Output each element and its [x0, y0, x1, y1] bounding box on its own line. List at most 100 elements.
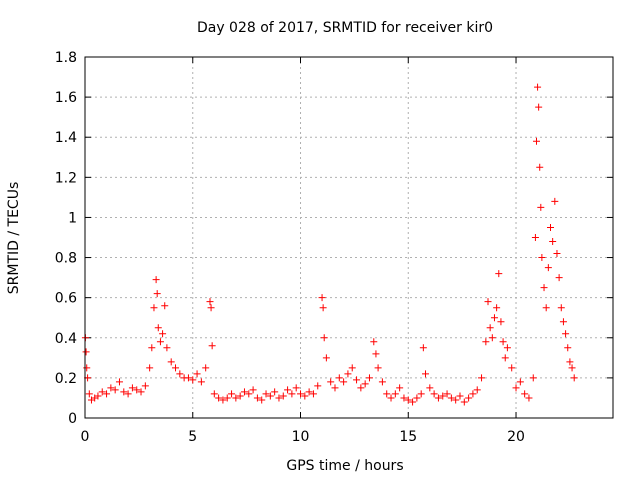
data-point [562, 330, 570, 338]
data-point [378, 378, 386, 386]
data-point [154, 324, 162, 332]
data-point [501, 354, 509, 362]
data-point [141, 382, 149, 390]
data-point [340, 378, 348, 386]
data-point [547, 223, 555, 231]
data-point [94, 392, 102, 400]
data-point [439, 392, 447, 400]
data-point [98, 388, 106, 396]
data-point [557, 304, 565, 312]
data-point [537, 203, 545, 211]
data-point [215, 394, 223, 402]
data-point [417, 390, 425, 398]
data-point [159, 330, 167, 338]
data-point [542, 304, 550, 312]
data-point [544, 264, 552, 272]
y-tick-label: 1.2 [55, 170, 77, 186]
data-point [318, 294, 326, 302]
y-tick-label: 1.6 [55, 90, 77, 106]
y-tick-label: 1.4 [55, 130, 77, 146]
y-tick-label: 1.8 [55, 50, 77, 66]
data-point [148, 344, 156, 352]
data-point [208, 342, 216, 350]
data-point [207, 304, 215, 312]
data-point [206, 298, 214, 306]
data-point [262, 390, 270, 398]
data-point [103, 390, 111, 398]
y-tick-label: 0 [68, 411, 77, 427]
data-point [344, 370, 352, 378]
plot-frame [84, 56, 614, 419]
data-point [391, 390, 399, 398]
x-tick-label: 20 [507, 429, 525, 445]
data-point [111, 386, 119, 394]
data-point [473, 386, 481, 394]
data-point [516, 378, 524, 386]
data-point [365, 374, 373, 382]
data-point [551, 197, 559, 205]
data-point [497, 318, 505, 326]
grid-lines [85, 57, 613, 418]
data-point [460, 398, 468, 406]
data-point [348, 364, 356, 372]
data-point [153, 290, 161, 298]
data-point [531, 234, 539, 241]
data-point [413, 394, 421, 402]
data-point [85, 390, 93, 398]
data-point [566, 358, 574, 366]
data-point [422, 370, 430, 378]
data-point [404, 396, 412, 404]
y-tick-label: 0.8 [55, 251, 77, 267]
data-point [133, 386, 141, 394]
data-point [493, 304, 501, 312]
y-tick-label: 1 [68, 210, 77, 226]
data-point [555, 274, 563, 282]
data-point [266, 392, 274, 400]
data-point [193, 370, 201, 378]
data-point [372, 350, 380, 358]
data-point [314, 382, 322, 390]
data-point [570, 374, 578, 382]
data-point [370, 338, 378, 346]
data-point [236, 392, 244, 400]
data-point [490, 314, 498, 322]
data-point [319, 304, 327, 312]
x-tick-label: 0 [81, 429, 90, 445]
data-point [331, 384, 339, 392]
data-point [137, 388, 145, 396]
data-point [488, 334, 496, 342]
data-point [400, 394, 408, 402]
data-point [107, 384, 115, 392]
data-point [219, 396, 227, 404]
y-axis-label: SRMTID / TECUs [6, 182, 22, 295]
axis-ticks: 0 0.2 0.4 0.6 0.8 1 1.2 1.4 1.6 1.8 0 5 10 15 20 [55, 50, 613, 445]
data-point [482, 338, 490, 346]
data-point [320, 334, 328, 342]
data-point [396, 384, 404, 392]
data-point [253, 394, 261, 402]
y-tick-label: 0.2 [55, 371, 77, 387]
data-point [525, 394, 533, 402]
x-tick-label: 5 [188, 429, 197, 445]
data-point [167, 358, 175, 366]
data-point [559, 318, 567, 326]
data-point [128, 384, 136, 392]
data-point [383, 390, 391, 398]
data-point [150, 304, 158, 312]
data-point [223, 394, 231, 402]
data-point [301, 392, 309, 400]
data-point [456, 392, 464, 400]
data-point [499, 338, 507, 346]
data-point [512, 384, 520, 392]
data-point [357, 384, 365, 392]
data-point [82, 348, 90, 356]
data-point [564, 344, 572, 352]
data-point [484, 298, 492, 306]
data-point [176, 370, 184, 378]
data-point [538, 254, 546, 262]
data-point [374, 364, 382, 372]
data-point [305, 388, 313, 396]
data-point [184, 374, 192, 382]
data-points [81, 83, 578, 406]
